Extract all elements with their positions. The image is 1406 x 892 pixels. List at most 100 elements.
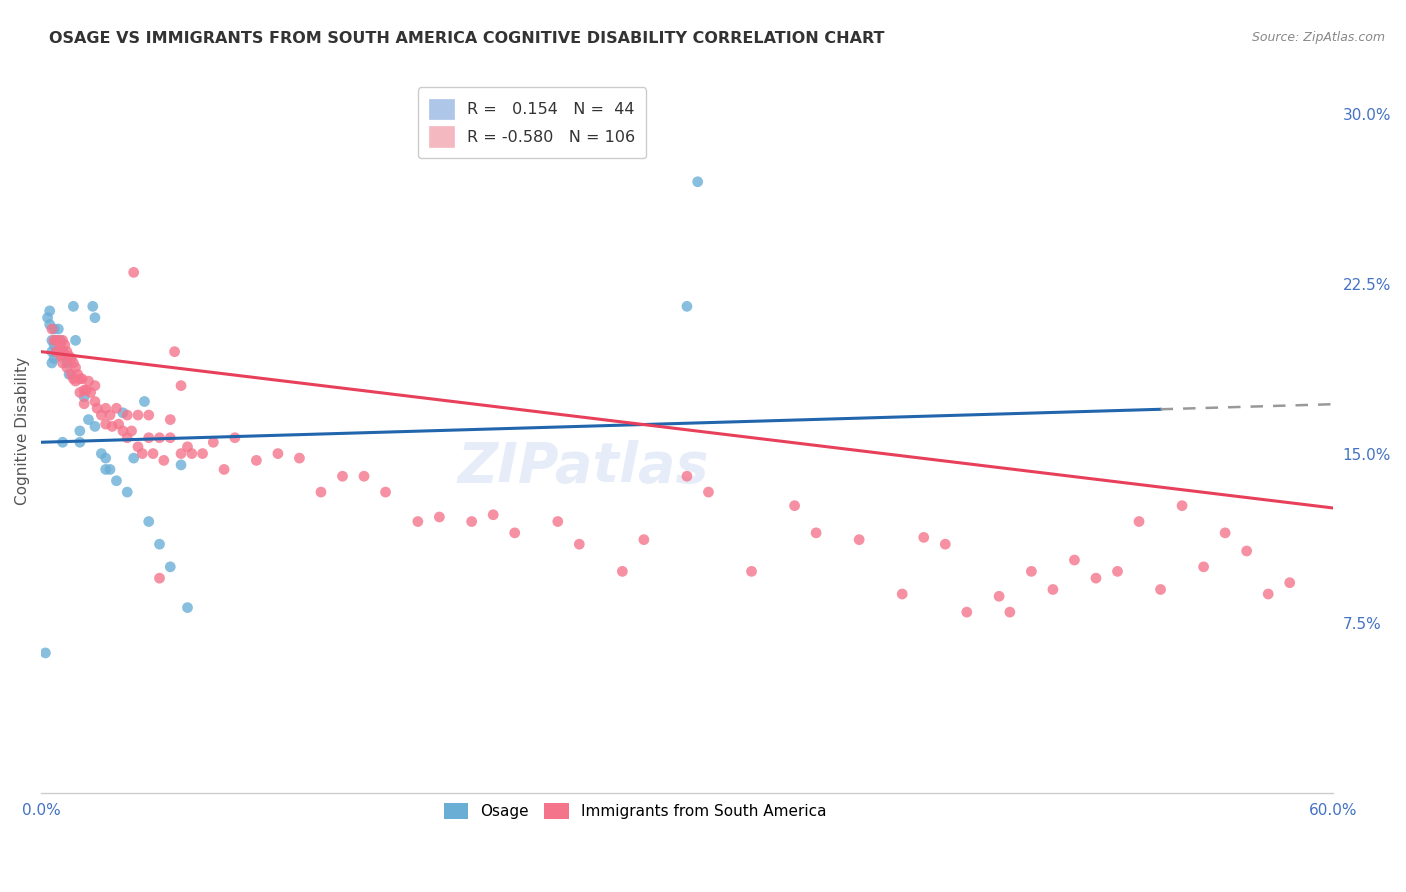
Point <box>176 600 198 615</box>
Point <box>41 322 63 336</box>
Point <box>42 338 65 352</box>
Point <box>42 322 65 336</box>
Point <box>122 265 145 279</box>
Point <box>127 408 149 422</box>
Point <box>1236 544 1258 558</box>
Point <box>191 447 214 461</box>
Point <box>60 368 83 382</box>
Point <box>94 451 117 466</box>
Point <box>180 447 202 461</box>
Point <box>1278 575 1301 590</box>
Point <box>332 469 354 483</box>
Point <box>115 485 138 500</box>
Point <box>84 394 107 409</box>
Point <box>1084 571 1107 585</box>
Point <box>70 372 93 386</box>
Point <box>105 401 128 416</box>
Point <box>170 378 193 392</box>
Point <box>122 451 145 466</box>
Point <box>45 344 67 359</box>
Point <box>121 424 143 438</box>
Point <box>138 515 160 529</box>
Point <box>115 431 138 445</box>
Point <box>49 338 72 352</box>
Point <box>101 419 124 434</box>
Point <box>53 349 76 363</box>
Point <box>46 344 69 359</box>
Point <box>46 344 69 359</box>
Point <box>482 508 505 522</box>
Point <box>58 368 80 382</box>
Point <box>77 412 100 426</box>
Point <box>94 417 117 431</box>
Point <box>406 515 429 529</box>
Point <box>998 605 1021 619</box>
Point <box>353 469 375 483</box>
Point <box>1149 582 1171 597</box>
Y-axis label: Cognitive Disability: Cognitive Disability <box>15 357 30 505</box>
Point <box>159 559 181 574</box>
Point <box>56 360 79 375</box>
Point <box>912 530 935 544</box>
Point <box>988 589 1011 603</box>
Point <box>42 351 65 366</box>
Point <box>1128 515 1150 529</box>
Point <box>374 485 396 500</box>
Point <box>159 412 181 426</box>
Point <box>134 394 156 409</box>
Point <box>176 440 198 454</box>
Point <box>41 334 63 348</box>
Point <box>212 462 235 476</box>
Point <box>56 356 79 370</box>
Text: ZIPatlas: ZIPatlas <box>458 440 710 494</box>
Point <box>65 334 87 348</box>
Point <box>94 401 117 416</box>
Point <box>98 408 121 422</box>
Point <box>62 372 84 386</box>
Point <box>891 587 914 601</box>
Point <box>66 368 89 382</box>
Point <box>41 356 63 370</box>
Point <box>69 385 91 400</box>
Text: Source: ZipAtlas.com: Source: ZipAtlas.com <box>1251 31 1385 45</box>
Point <box>127 440 149 454</box>
Point <box>98 462 121 476</box>
Point <box>90 447 112 461</box>
Point <box>56 344 79 359</box>
Point <box>62 299 84 313</box>
Point <box>75 383 97 397</box>
Point <box>170 447 193 461</box>
Point <box>741 565 763 579</box>
Point <box>224 431 246 445</box>
Point <box>73 397 96 411</box>
Point <box>69 372 91 386</box>
Legend: Osage, Immigrants from South America: Osage, Immigrants from South America <box>437 797 832 826</box>
Point <box>52 344 75 359</box>
Point <box>73 390 96 404</box>
Point <box>547 515 569 529</box>
Point <box>41 344 63 359</box>
Point <box>58 349 80 363</box>
Point <box>69 435 91 450</box>
Point <box>676 469 699 483</box>
Point <box>62 356 84 370</box>
Point <box>1171 499 1194 513</box>
Point <box>90 408 112 422</box>
Point <box>49 334 72 348</box>
Point <box>84 419 107 434</box>
Point <box>84 310 107 325</box>
Point <box>52 334 75 348</box>
Point <box>131 447 153 461</box>
Point <box>1021 565 1043 579</box>
Point <box>153 453 176 467</box>
Point <box>86 401 108 416</box>
Point <box>107 417 129 431</box>
Point <box>38 318 60 332</box>
Point <box>427 510 450 524</box>
Point <box>202 435 225 450</box>
Point <box>245 453 267 467</box>
Point <box>309 485 332 500</box>
Point <box>77 374 100 388</box>
Point <box>34 646 56 660</box>
Point <box>60 351 83 366</box>
